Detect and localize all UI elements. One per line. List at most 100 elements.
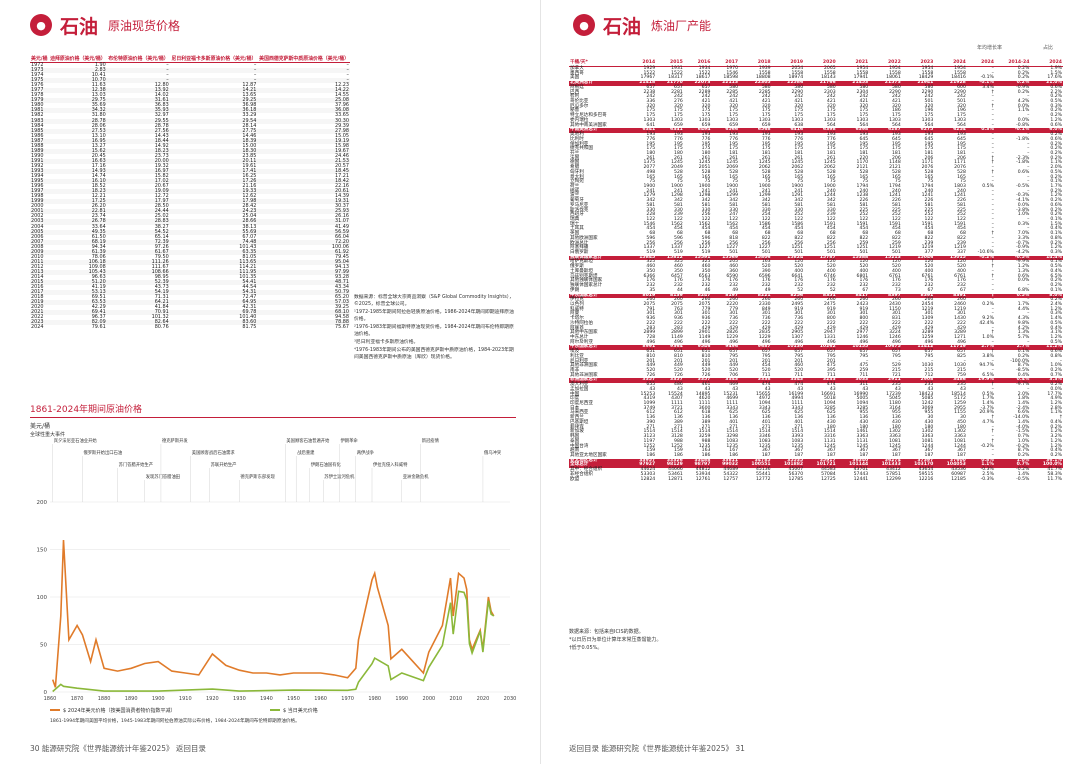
table-cell: 2016 — [31, 284, 44, 291]
right-footer[interactable]: 返回目录 能源研究院《世界能源统计年鉴2025》 31 — [569, 744, 745, 753]
x-tick-label: 1940 — [260, 696, 273, 702]
table-cell: 3.3% — [1030, 378, 1063, 384]
table-cell: 2054 — [791, 66, 804, 71]
table-cell: 261 — [729, 155, 739, 161]
table-cell: 15824 — [771, 255, 805, 261]
table-cell: 3.2% — [1050, 434, 1062, 440]
table-cell: 0.2% — [1050, 368, 1062, 373]
table-cell: 36.18 — [169, 108, 258, 114]
table-cell: 175 — [761, 108, 771, 114]
table-cell: 657 — [701, 84, 711, 90]
table-cell: 15.82 — [154, 173, 169, 180]
table-cell: 3357 — [683, 378, 712, 384]
table-cell: 1803 — [954, 183, 966, 189]
table-cell: 0.8% — [966, 458, 995, 464]
table-cell: 3.4% — [982, 84, 994, 90]
x-tick-label: 1900 — [152, 696, 165, 702]
x-tick-label: 2000 — [422, 696, 435, 702]
table-row: 埃及 651 651 651 657 657 657 657 657 657 657 657 † 0.1%… — [569, 349, 1063, 355]
table-cell: 75 — [732, 179, 739, 185]
table-cell: 301 — [701, 311, 711, 317]
table-cell: 96.37 — [91, 314, 106, 321]
table-cell: 6568 — [739, 128, 772, 134]
table-cell: 1514 — [823, 429, 836, 435]
table-cell: 175 — [924, 146, 934, 152]
table-row: 英国 68 68 68 68 68 68 68 68 68 68 68 † 7.0% 0.1% — [569, 231, 1063, 237]
table-cell: 1150 — [889, 306, 901, 312]
table-cell: 18514 — [951, 391, 966, 397]
table-cell: 241 — [701, 188, 711, 194]
table-cell: 0.2% — [1050, 297, 1062, 303]
table-cell: 580 — [826, 84, 836, 90]
table-cell: 165 — [826, 174, 836, 180]
table-cell: 136 — [859, 415, 869, 421]
table-cell: 0.4% — [1050, 448, 1062, 454]
table-cell: 1994 — [31, 173, 44, 180]
table-cell: 2290 — [791, 89, 804, 95]
table-cell: 16.95 — [48, 138, 107, 144]
table-cell: 49 — [732, 287, 739, 293]
table-cell: 136 — [646, 415, 656, 421]
table-cell: 0.5% — [1050, 339, 1062, 345]
table-cell: – — [1027, 283, 1030, 289]
table-cell: 43 — [732, 386, 739, 392]
table-cell: 1030 — [921, 363, 934, 369]
table-cell: 2908 — [901, 378, 935, 384]
table-cell: 389 — [674, 419, 683, 425]
table-cell: 1970 — [726, 66, 739, 71]
table-cell: 1992 — [31, 162, 44, 169]
table-row: 希腊 2077 2049 2051 2069 2062 2062 2062 2121 2121 20… — [569, 165, 1063, 171]
event-label: 德克萨斯开发 — [162, 437, 188, 444]
table-cell: 240 — [892, 188, 901, 194]
table-cell: 175 — [674, 108, 683, 114]
left-footer[interactable]: 30 能源研究院《世界能源统计年鉴2025》 返回目录 — [30, 744, 206, 753]
table-cell: 2977 — [856, 330, 869, 336]
table-cell: 330 — [826, 207, 836, 213]
table-cell: 1298 — [671, 193, 683, 199]
table-cell: 8417 — [836, 293, 870, 299]
table-cell: 520 — [761, 264, 771, 270]
table-cell: -2.4% — [1016, 405, 1030, 411]
table-cell: 1984 — [31, 122, 44, 129]
table-cell: 15388 — [836, 255, 870, 261]
table-row: 其他中南美洲国家 641 659 659 659 659 638 564 564 564 564 56… — [569, 123, 1063, 129]
table-cell: 454 — [701, 226, 711, 232]
table-cell: 2330 — [758, 301, 771, 307]
table-row: 中国 15253 15524 14895 15231 15655 16199 16691 169… — [569, 391, 1063, 398]
table-row: 1998 12.21 12.72 12.62 14.39 — [30, 194, 350, 199]
table-cell: 2003 — [30, 219, 49, 225]
table-cell: 53.13 — [48, 290, 107, 296]
table-cell: 501 — [794, 250, 804, 256]
left-title: 石油 — [60, 15, 99, 38]
table-cell: 1331 — [823, 334, 836, 340]
event-label: 宾夕法尼亚石油业开始 — [54, 437, 98, 444]
table-row: 特立尼达和多巴哥 175 175 175 175 175 175 175 175 175 175 17… — [569, 113, 1063, 119]
table-cell: – — [991, 193, 994, 199]
table-cell: 0.5% — [982, 391, 994, 397]
table-cell: 3338 — [739, 378, 772, 384]
table-cell: 330 — [701, 207, 711, 213]
table-cell: 0.1% — [1050, 259, 1062, 265]
table-cell: 60987 — [951, 471, 966, 477]
table-cell: 2013 — [30, 269, 49, 275]
table-cell: 260 — [646, 297, 656, 303]
right-page: ● 石油 炼油厂产能 年均增长率 占比 千桶/天* 2014 2015 2016 201… — [540, 0, 1080, 764]
table-cell: 36274 — [869, 458, 902, 464]
table-cell: 38.13 — [242, 223, 257, 230]
table-cell: 175 — [729, 146, 739, 152]
table-cell: 27.75 — [169, 128, 258, 134]
table-cell: 英国 — [570, 231, 580, 237]
table-row: 阿尔及利亚 496 496 496 496 496 496 496 496 496 496 496– –… — [569, 339, 1063, 346]
table-cell: 15.00 — [242, 142, 257, 149]
event-label: 美国顾客石油普遍开始 — [286, 437, 330, 444]
table-cell: 2069 — [726, 165, 739, 171]
table-cell: 0.0% — [1017, 278, 1030, 284]
table-cell: 301 — [892, 311, 901, 317]
table-cell: 1271 — [954, 334, 966, 340]
table-cell: – — [257, 78, 350, 84]
table-cell: 528 — [761, 169, 771, 175]
table-row: 1999 17.25 17.97 17.98 19.31 — [30, 199, 350, 205]
table-cell: 0.2% — [1017, 66, 1030, 71]
table-cell: 175 — [674, 146, 683, 152]
table-cell: – — [991, 245, 994, 251]
